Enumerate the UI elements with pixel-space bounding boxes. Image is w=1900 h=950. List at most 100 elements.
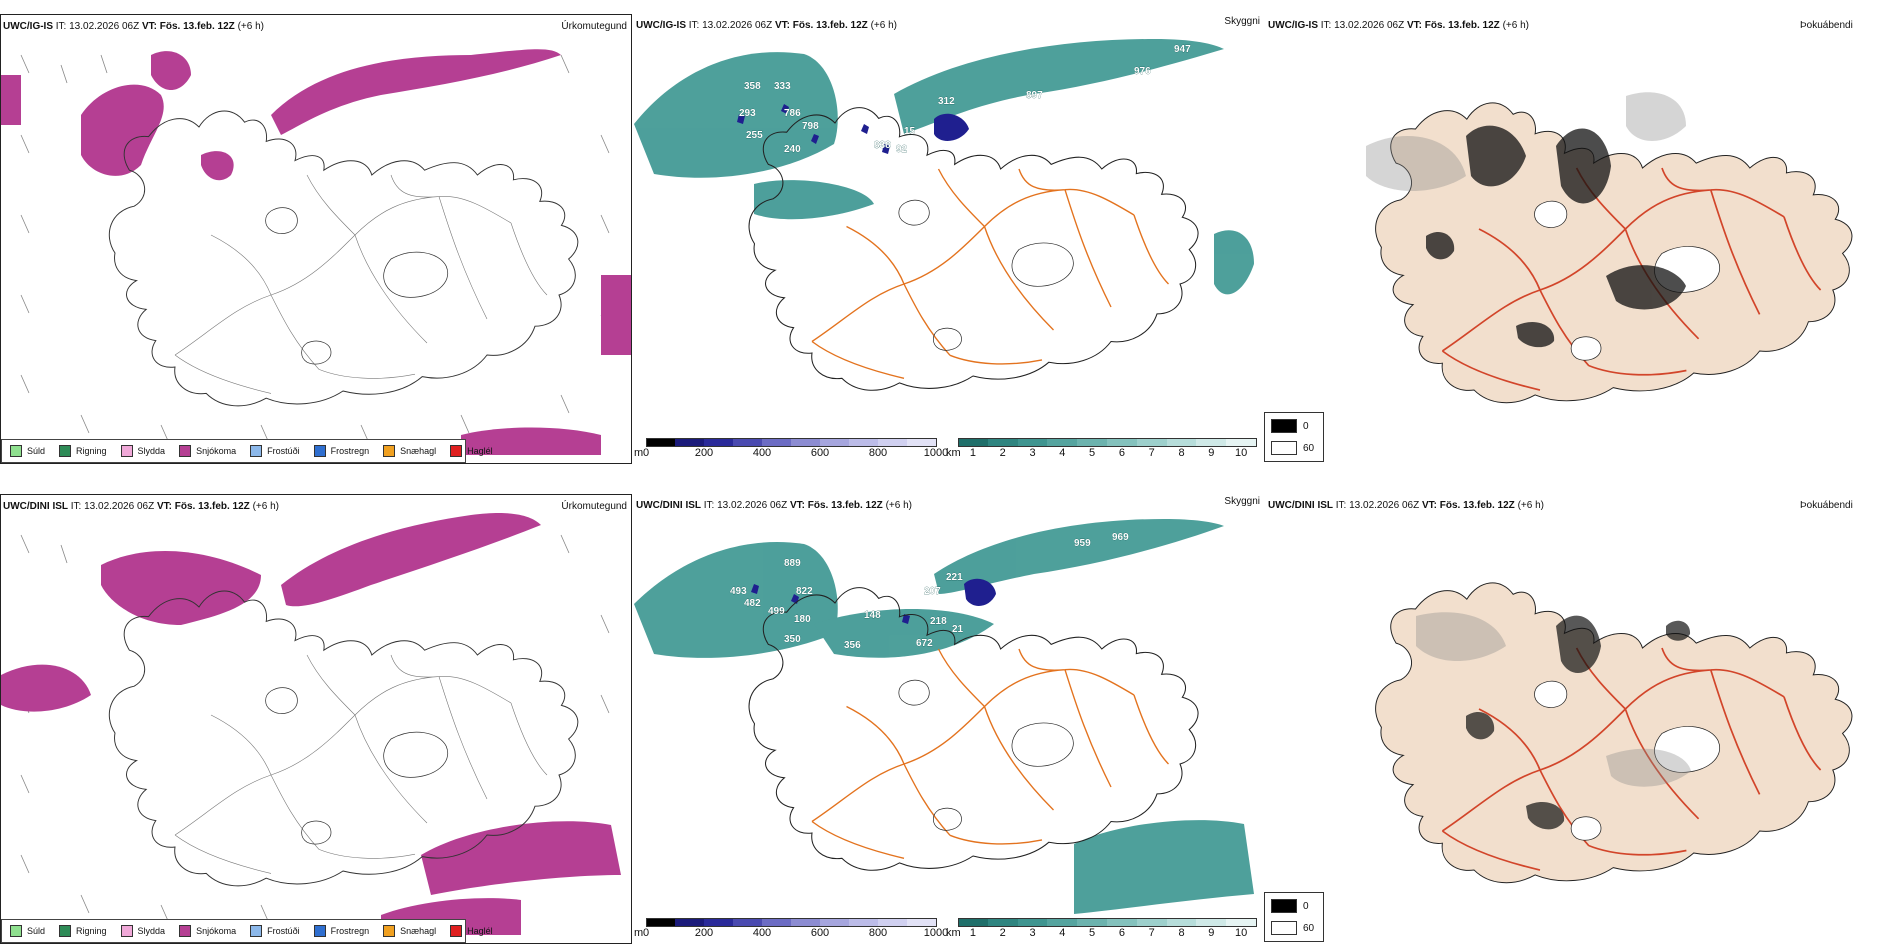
fog-panel-1: UWC/IG-IS IT: 13.02.2026 06Z VT: Fös. 13… xyxy=(1264,14,1900,464)
fog-legend-item: 60 xyxy=(1271,441,1314,455)
legend-swatch xyxy=(250,925,263,937)
legend-swatch xyxy=(179,445,192,457)
colorbar-segment xyxy=(1047,438,1079,447)
colorbar-tick: 4 xyxy=(1059,927,1066,939)
cloud-number: 180 xyxy=(794,614,811,625)
colorbar-tick: 2 xyxy=(999,447,1006,459)
cloud-number: 21 xyxy=(952,624,964,635)
colorbar-segment xyxy=(1166,438,1198,447)
colorbar-segment xyxy=(958,438,990,447)
colorbar-segment xyxy=(791,438,821,447)
legend-item: Frostúði xyxy=(250,445,300,457)
legend-item: Frostregn xyxy=(313,925,369,937)
colorbar-segment xyxy=(1107,438,1138,447)
legend-swatch xyxy=(120,925,133,937)
colorbar-segment xyxy=(907,438,937,447)
colorbar-tick: 1000 xyxy=(923,927,949,939)
cloud-number: 293 xyxy=(739,108,756,119)
colorbar-segment xyxy=(762,918,792,927)
panel-title: Úrkomutegund xyxy=(561,21,627,32)
precip-type-panel-2: UWC/DINI ISL IT: 13.02.2026 06Z VT: Fös.… xyxy=(0,494,632,944)
panel-title: Skyggni xyxy=(1224,16,1260,27)
cloud-number: 240 xyxy=(784,144,801,155)
cloud-number: 947 xyxy=(1174,44,1191,55)
colorbar-segment xyxy=(1196,438,1228,447)
cloud-number: 221 xyxy=(946,572,963,583)
colorbar-tick: 3 xyxy=(1029,447,1036,459)
legend-item: Snjókoma xyxy=(179,445,236,457)
cloud-number: 672 xyxy=(916,638,933,649)
legend-swatch xyxy=(383,925,396,937)
visibility-map: 358 333 293 786 798 255 240 838 92 15 31… xyxy=(634,39,1254,391)
cloud-height-labels: 889 493 482 822 499 180 350 356 148 207 … xyxy=(730,532,1130,651)
colorbar-tick: 800 xyxy=(868,447,888,459)
colorbar-segment xyxy=(1136,438,1168,447)
visibility-colorbar: km 1 2 3 4 5 6 7 8 9 10 xyxy=(946,918,1264,944)
fog-map xyxy=(1366,92,1853,404)
colorbar-segment xyxy=(820,438,850,447)
colorbar-tick: 4 xyxy=(1059,447,1066,459)
colorbar-tick: 200 xyxy=(694,927,714,939)
colorbar-segment xyxy=(1107,918,1138,927)
panel-header: UWC/IG-IS IT: 13.02.2026 06Z VT: Fös. 13… xyxy=(3,21,264,32)
colorbar-segment xyxy=(733,918,763,927)
colorbar-tick: 10 xyxy=(1234,447,1248,459)
cloud-number: 350 xyxy=(784,634,801,645)
cloud-number: 255 xyxy=(746,130,763,141)
legend-item: Snjókoma xyxy=(179,925,236,937)
colorbar-tick: 6 xyxy=(1118,447,1125,459)
legend-item: Haglél xyxy=(450,445,493,457)
colorbar-tick: 0 xyxy=(642,927,650,939)
cloud-number: 786 xyxy=(784,108,801,119)
colorbar-tick: 1 xyxy=(969,447,976,459)
precip-type-panel-1: UWC/IG-IS IT: 13.02.2026 06Z VT: Fös. 13… xyxy=(0,14,632,464)
precip-map xyxy=(1,513,621,935)
colorbar-segment xyxy=(1196,918,1228,927)
fog-panel-2: UWC/DINI ISL IT: 13.02.2026 06Z VT: Fös.… xyxy=(1264,494,1900,944)
colorbar-segment xyxy=(1136,918,1168,927)
panel-title: Skyggni xyxy=(1224,496,1260,507)
colorbar-unit: m xyxy=(634,447,644,459)
legend-item: Snæhagl xyxy=(383,445,436,457)
legend-swatch xyxy=(59,925,72,937)
precip-legend: Súld Rigning Slydda Snjókoma Frostúði Fr… xyxy=(1,439,493,463)
cloud-number: 976 xyxy=(1134,66,1151,77)
cloud-number: 312 xyxy=(938,96,955,107)
fog-areas xyxy=(1426,125,1686,348)
colorbar-tick: 400 xyxy=(752,447,772,459)
precip-legend: Súld Rigning Slydda Snjókoma Frostúði Fr… xyxy=(1,919,493,943)
cloud-number: 959 xyxy=(1074,538,1091,549)
colorbar-segment xyxy=(1017,918,1049,927)
colorbar-segment xyxy=(646,918,677,927)
legend-swatch xyxy=(59,445,72,457)
colorbar-tick: 10 xyxy=(1234,927,1248,939)
fog-legend-item: 0 xyxy=(1271,419,1309,433)
legend-swatch xyxy=(10,925,22,937)
colorbar-segment xyxy=(820,918,850,927)
colorbar-segment xyxy=(878,438,908,447)
colorbar-tick: 600 xyxy=(810,447,830,459)
colorbar-segment xyxy=(1166,918,1198,927)
visibility-panel-1: UWC/IG-IS IT: 13.02.2026 06Z VT: Fös. 13… xyxy=(634,14,1264,464)
legend-swatch xyxy=(313,445,326,457)
colorbar-segment xyxy=(849,918,879,927)
fog-swatch xyxy=(1271,921,1297,935)
colorbar-tick: 7 xyxy=(1148,447,1155,459)
legend-item: Haglél xyxy=(450,925,493,937)
visibility-areas xyxy=(634,519,1254,914)
panel-title: Þokuábendi xyxy=(1800,500,1853,511)
panel-header: UWC/DINI ISL IT: 13.02.2026 06Z VT: Fös.… xyxy=(3,501,279,512)
cloud-number: 822 xyxy=(796,586,813,597)
colorbar-tick: 2 xyxy=(999,927,1006,939)
fog-legend-item: 60 xyxy=(1271,921,1314,935)
legend-swatch xyxy=(313,925,326,937)
colorbar-segment xyxy=(762,438,792,447)
colorbar-tick: 800 xyxy=(868,927,888,939)
colorbar-segment xyxy=(878,918,908,927)
cloud-number: 218 xyxy=(930,616,947,627)
colorbar-tick: 9 xyxy=(1208,927,1215,939)
colorbar-tick: 400 xyxy=(752,927,772,939)
cloud-number: 969 xyxy=(1112,532,1129,543)
colorbar-tick: 6 xyxy=(1118,927,1125,939)
colorbar-segment xyxy=(791,918,821,927)
